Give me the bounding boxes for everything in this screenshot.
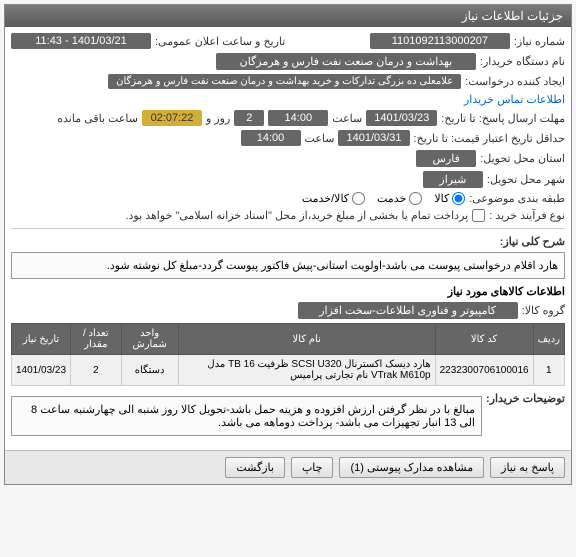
row-validity: حداقل تاریخ اعتبار قیمت: تا تاریخ: 1401/…	[11, 130, 565, 146]
need-number-value: 1101092113000207	[370, 33, 510, 49]
radio-service[interactable]: خدمت	[377, 192, 422, 205]
radio-both-label: کالا/خدمت	[302, 192, 349, 205]
row-classification: طبقه بندی موضوعی: کالا خدمت کالا/خدمت	[11, 192, 565, 205]
classification-radios: کالا خدمت کالا/خدمت	[302, 192, 465, 205]
buyer-label: نام دستگاه خریدار:	[480, 55, 565, 68]
announce-date-label: تاریخ و ساعت اعلان عمومی:	[155, 35, 285, 48]
radio-goods-label: کالا	[434, 192, 449, 205]
row-buyer: نام دستگاه خریدار: بهداشت و درمان صنعت ن…	[11, 53, 565, 70]
th-qty: تعداد / مقدار	[71, 324, 121, 355]
td-name: هارد دیسک اکسترنال SCSI U320 ظرفیت TB 16…	[178, 355, 435, 386]
table-row: 1 2232300706100016 هارد دیسک اکسترنال SC…	[12, 355, 565, 386]
validity-label: حداقل تاریخ اعتبار قیمت: تا تاریخ:	[414, 132, 565, 145]
time-label-1: ساعت	[332, 112, 362, 125]
th-unit: واحد شمارش	[121, 324, 178, 355]
row-city: شهر محل تحویل: شیراز	[11, 171, 565, 188]
classification-label: طبقه بندی موضوعی:	[469, 192, 565, 205]
th-name: نام کالا	[178, 324, 435, 355]
radio-service-input[interactable]	[409, 192, 422, 205]
time-label-2: ساعت	[305, 132, 335, 145]
time-remaining-label: ساعت باقی مانده	[57, 112, 138, 125]
radio-goods-input[interactable]	[452, 192, 465, 205]
td-idx: 1	[533, 355, 564, 386]
announce-date-value: 1401/03/21 - 11:43	[11, 33, 151, 49]
attachments-button[interactable]: مشاهده مدارک پیوستی (1)	[339, 457, 484, 478]
th-code: کد کالا	[435, 324, 533, 355]
days-label: روز و	[206, 112, 230, 125]
radio-both-input[interactable]	[352, 192, 365, 205]
row-province: استان محل تحویل: فارس	[11, 150, 565, 167]
desc-label: شرح کلی نیاز:	[500, 235, 565, 248]
province-label: استان محل تحویل:	[480, 152, 565, 165]
purchase-note: پرداخت تمام یا بخشی از مبلغ خرید،از محل …	[125, 209, 468, 222]
purchase-type-label: نوع فرآیند خرید :	[489, 209, 565, 222]
requester-label: ایجاد کننده درخواست:	[465, 75, 565, 88]
city-value: شیراز	[423, 171, 483, 188]
radio-both[interactable]: کالا/خدمت	[302, 192, 365, 205]
td-code: 2232300706100016	[435, 355, 533, 386]
buyer-notes-text: مبالغ با در نظر گرفتن ارزش افزوده و هزین…	[11, 396, 482, 436]
buyer-value: بهداشت و درمان صنعت نفت فارس و هرمزگان	[216, 53, 476, 70]
radio-service-label: خدمت	[377, 192, 406, 205]
footer-buttons: پاسخ به نیاز مشاهده مدارک پیوستی (1) چاپ…	[5, 450, 571, 484]
details-panel: جزئیات اطلاعات نیاز شماره نیاز: 11010921…	[4, 4, 572, 485]
row-deadline: مهلت ارسال پاسخ: تا تاریخ: 1401/03/23 سا…	[11, 110, 565, 126]
requester-value: علامعلی ده بزرگی تدارکات و خرید بهداشت و…	[108, 74, 461, 89]
radio-goods[interactable]: کالا	[434, 192, 465, 205]
need-number-label: شماره نیاز:	[514, 35, 565, 48]
group-label: گروه کالا:	[522, 304, 565, 317]
purchase-checkbox[interactable]	[472, 209, 485, 222]
validity-time: 14:00	[241, 130, 301, 146]
row-purchase-type: نوع فرآیند خرید : پرداخت تمام یا بخشی از…	[11, 209, 565, 222]
buyer-notes-label: توضیحات خریدار:	[486, 392, 565, 405]
td-qty: 2	[71, 355, 121, 386]
close-button[interactable]: بازگشت	[225, 457, 285, 478]
row-requester: ایجاد کننده درخواست: علامعلی ده بزرگی تد…	[11, 74, 565, 106]
items-title: اطلاعات کالاهای مورد نیاز	[11, 285, 565, 298]
days-remaining: 2	[234, 110, 264, 126]
th-idx: ردیف	[533, 324, 564, 355]
panel-body: شماره نیاز: 1101092113000207 تاریخ و ساع…	[5, 27, 571, 450]
group-value: کامپیوتر و فناوری اطلاعات-سخت افزار	[298, 302, 518, 319]
deadline-label: مهلت ارسال پاسخ: تا تاریخ:	[441, 112, 565, 125]
table-header-row: ردیف کد کالا نام کالا واحد شمارش تعداد /…	[12, 324, 565, 355]
td-date: 1401/03/23	[12, 355, 71, 386]
print-button[interactable]: چاپ	[291, 457, 334, 478]
respond-button[interactable]: پاسخ به نیاز	[490, 457, 565, 478]
row-group: گروه کالا: کامپیوتر و فناوری اطلاعات-سخت…	[11, 302, 565, 319]
th-date: تاریخ نیاز	[12, 324, 71, 355]
contact-link[interactable]: اطلاعات تماس خریدار	[464, 93, 565, 106]
desc-text: هارد اقلام درخواستی پیوست می باشد-اولویت…	[11, 252, 565, 279]
td-unit: دستگاه	[121, 355, 178, 386]
validity-date: 1401/03/31	[338, 130, 409, 146]
row-buyer-notes: توضیحات خریدار: مبالغ با در نظر گرفتن ار…	[11, 392, 565, 440]
items-table: ردیف کد کالا نام کالا واحد شمارش تعداد /…	[11, 323, 565, 386]
row-desc-label: شرح کلی نیاز:	[11, 235, 565, 248]
deadline-date: 1401/03/23	[366, 110, 437, 126]
panel-title: جزئیات اطلاعات نیاز	[5, 5, 571, 27]
deadline-time: 14:00	[268, 110, 328, 126]
city-label: شهر محل تحویل:	[487, 173, 565, 186]
row-need-number: شماره نیاز: 1101092113000207 تاریخ و ساع…	[11, 33, 565, 49]
province-value: فارس	[416, 150, 476, 167]
time-remaining: 02:07:22	[142, 110, 202, 126]
